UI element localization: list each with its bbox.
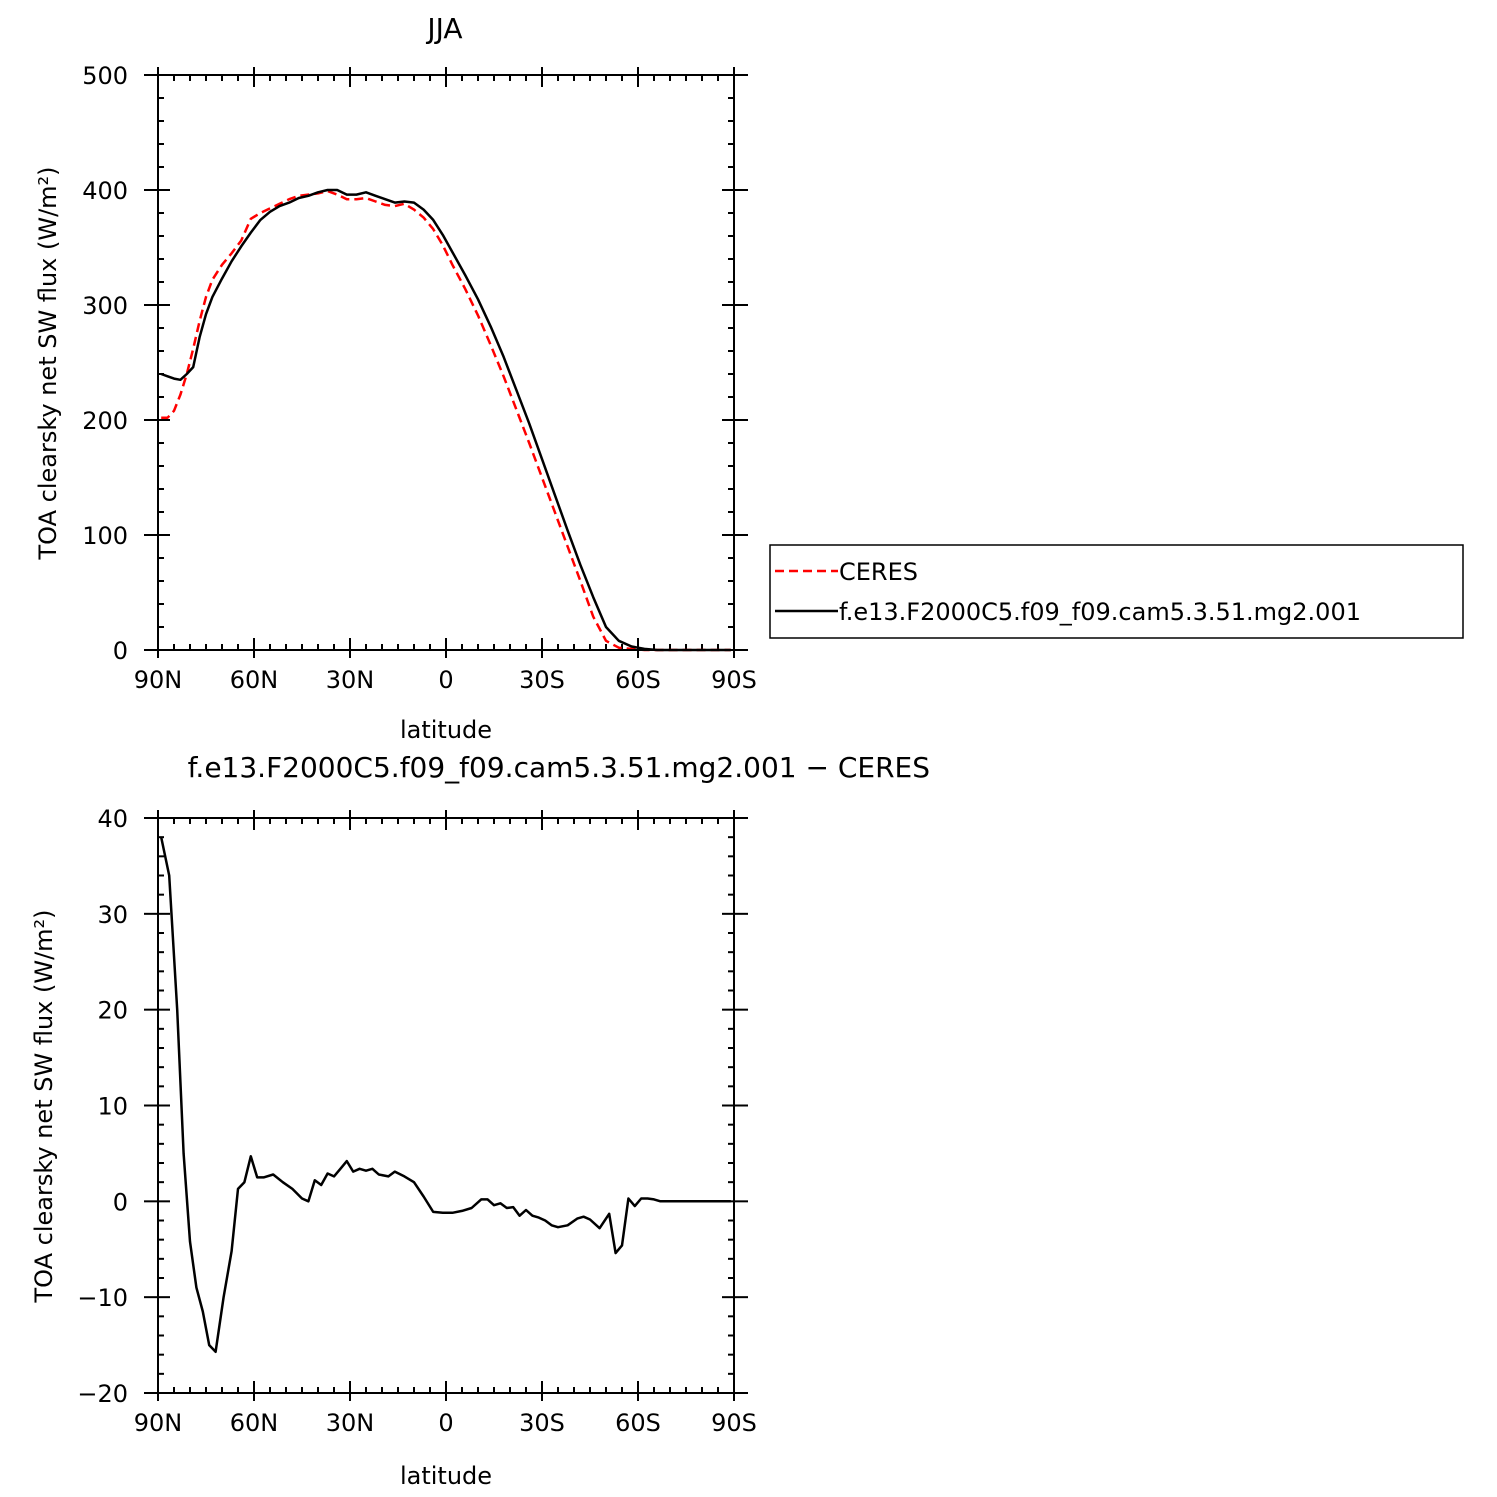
legend-label-model: f.e13.F2000C5.f09_f09.cam5.3.51.mg2.001	[839, 598, 1361, 626]
top-tick-labels: 90N 60N 30N 0 30S 60S 90S 0 100 200 300 400 500	[82, 62, 757, 694]
top-series	[160, 188, 731, 652]
bottom-x-axis-label: latitude	[400, 1462, 492, 1490]
top-y-tick-label: 300	[82, 292, 128, 320]
top-x-tick-label: 60N	[230, 666, 279, 694]
bottom-y-tick-label: 20	[97, 997, 128, 1025]
top-y-tick-label: 200	[82, 407, 128, 435]
top-y-tick-label: 400	[82, 177, 128, 205]
bottom-y-tick-label: 10	[97, 1093, 128, 1121]
bottom-x-tick-label: 60N	[230, 1409, 279, 1437]
top-x-tick-label: 60S	[615, 666, 661, 694]
bottom-y-tick-label: −20	[77, 1380, 128, 1408]
bottom-x-tick-label: 0	[438, 1409, 453, 1437]
top-y-tick-label: 0	[113, 637, 128, 665]
legend: CERES f.e13.F2000C5.f09_f09.cam5.3.51.mg…	[769, 544, 1464, 639]
top-y-tick-label: 500	[82, 62, 128, 90]
bottom-x-tick-label: 30S	[519, 1409, 565, 1437]
top-x-tick-label: 30S	[519, 666, 565, 694]
bottom-x-tick-label: 90N	[134, 1409, 183, 1437]
bottom-x-tick-label: 30N	[326, 1409, 375, 1437]
bottom-panel: f.e13.F2000C5.f09_f09.cam5.3.51.mg2.001 …	[30, 751, 930, 1490]
top-series-line-model	[160, 188, 731, 652]
bottom-series	[159, 836, 731, 1354]
top-panel: JJA 90N 60N 30N 0 30S 60S 90S0100200300400500 …	[34, 12, 757, 744]
legend-label-ceres: CERES	[839, 558, 918, 586]
bottom-x-tick-label: 60S	[615, 1409, 661, 1437]
top-plot-frame	[157, 74, 735, 651]
bottom-y-tick-label: 40	[97, 805, 128, 833]
top-y-tick-label: 100	[82, 522, 128, 550]
top-series-line-ceres	[161, 189, 731, 652]
bottom-y-axis-label: TOA clearsky net SW flux (W/m²)	[30, 909, 58, 1303]
top-x-tick-label: 90N	[134, 666, 183, 694]
top-x-axis-label: latitude	[400, 716, 492, 744]
top-chart-title: JJA	[425, 12, 462, 45]
top-axis-ticks	[144, 67, 748, 658]
bottom-y-tick-label: −10	[77, 1284, 128, 1312]
top-x-tick-label: 0	[438, 666, 453, 694]
bottom-x-tick-label: 90S	[711, 1409, 757, 1437]
top-x-tick-label: 30N	[326, 666, 375, 694]
bottom-series-line-difference	[159, 836, 731, 1354]
bottom-chart-title: f.e13.F2000C5.f09_f09.cam5.3.51.mg2.001 …	[188, 751, 930, 784]
bottom-y-tick-label: 30	[97, 901, 128, 929]
top-x-tick-label: 90S	[711, 666, 757, 694]
top-y-axis-label: TOA clearsky net SW flux (W/m²)	[34, 166, 62, 560]
bottom-y-tick-label: 0	[113, 1188, 128, 1216]
bottom-tick-labels: 90N 60N 30N 0 30S 60S 90S −20 −10 0 10 20 30 40	[77, 805, 757, 1437]
legend-box	[769, 544, 1464, 639]
bottom-axis-ticks	[144, 810, 748, 1401]
bottom-plot-frame	[157, 817, 735, 1394]
